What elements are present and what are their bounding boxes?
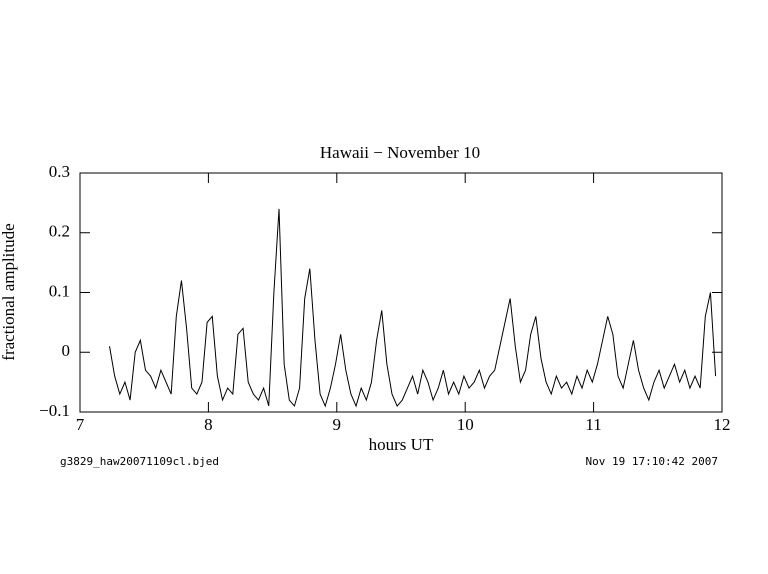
x-tick-label: 9	[333, 415, 342, 434]
y-tick-label: 0.1	[49, 281, 70, 300]
data-line	[109, 208, 717, 408]
x-axis-label: hours UT	[369, 435, 434, 454]
y-tick-label: 0	[62, 341, 71, 360]
y-tick-label: 0.3	[49, 162, 70, 181]
y-axis-label: fractional amplitude	[0, 223, 18, 360]
x-tick-label: 11	[585, 415, 601, 434]
x-tick-label: 7	[76, 415, 85, 434]
footer-right: Nov 19 17:10:42 2007	[586, 455, 718, 468]
x-tick-label: 8	[204, 415, 213, 434]
x-tick-label: 12	[714, 415, 731, 434]
y-tick-label: −0.1	[39, 401, 70, 420]
chart-title: Hawaii − November 10	[320, 143, 480, 162]
x-tick-label: 10	[457, 415, 474, 434]
y-tick-label: 0.2	[49, 222, 70, 241]
footer-left: g3829_haw20071109cl.bjed	[60, 455, 219, 468]
